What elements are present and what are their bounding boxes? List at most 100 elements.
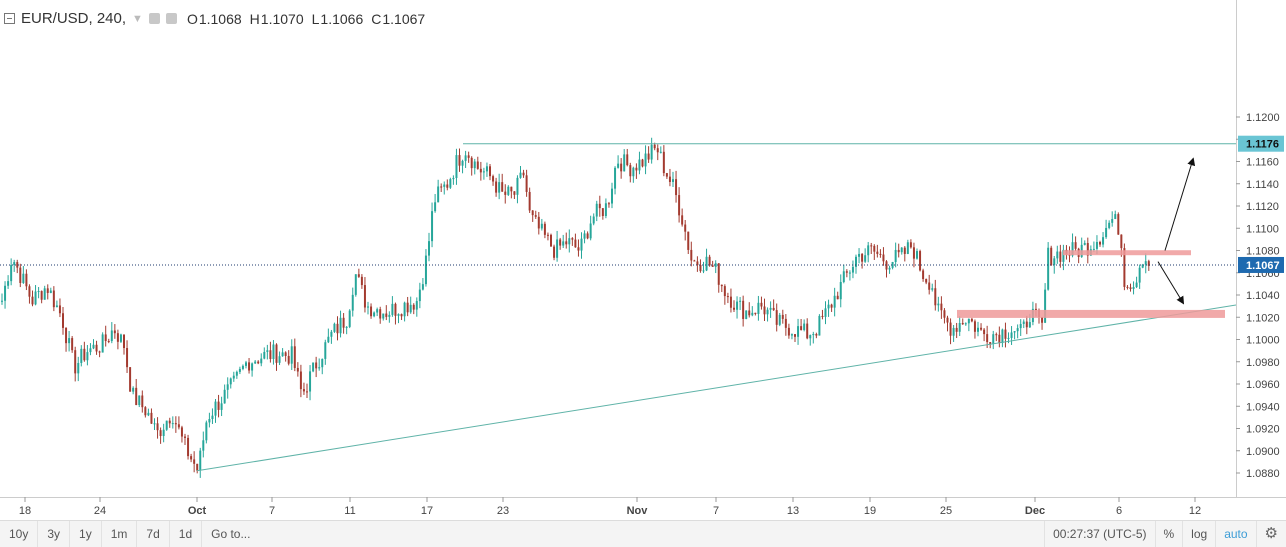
x-tick-label: 17 xyxy=(421,505,433,517)
candle-body xyxy=(184,436,186,438)
candle-body xyxy=(580,238,583,251)
candle-body xyxy=(260,358,263,364)
candle-body xyxy=(934,288,937,306)
candle-body xyxy=(217,401,220,410)
candle-body xyxy=(1074,242,1077,249)
y-tick-label: 1.1160 xyxy=(1246,157,1279,169)
candle-body xyxy=(830,304,833,308)
range-7d-button[interactable]: 7d xyxy=(137,521,170,547)
candle-body xyxy=(400,314,403,317)
y-tick-label: 1.1200 xyxy=(1246,112,1280,124)
candle-body xyxy=(113,330,116,334)
x-tick-label: 24 xyxy=(94,505,106,517)
support-zone[interactable] xyxy=(957,309,1225,318)
candle-body xyxy=(306,391,308,393)
candle-body xyxy=(949,322,952,336)
candle-body xyxy=(909,242,912,248)
candle-body xyxy=(1,300,3,302)
range-1d-button[interactable]: 1d xyxy=(170,521,203,547)
candle-body xyxy=(595,203,598,217)
candle-body xyxy=(388,314,391,317)
candle-body xyxy=(790,334,793,336)
candle-body xyxy=(1086,243,1089,256)
chevron-down-icon[interactable]: ▼ xyxy=(132,12,143,25)
candle-body xyxy=(977,327,979,332)
eye-icon[interactable] xyxy=(148,13,160,24)
goto-button[interactable]: Go to... xyxy=(211,527,251,541)
candle-body xyxy=(522,172,525,176)
symbol-label[interactable]: EUR/USD, 240, xyxy=(21,10,127,27)
candle-body xyxy=(641,159,644,167)
clock-display[interactable]: 00:27:37 (UTC-5) xyxy=(1044,521,1154,547)
up-arrow[interactable] xyxy=(1164,157,1196,251)
candle-body xyxy=(748,310,751,316)
candle-body xyxy=(165,420,168,430)
price-axis[interactable]: 1.0880 1.0900 1.0920 1.0940 1.0960 1.0980 1.10… xyxy=(1236,112,1284,480)
range-3y-button[interactable]: 3y xyxy=(38,521,71,547)
candle-body xyxy=(86,352,89,361)
x-tick-label: 13 xyxy=(787,505,799,517)
candle-body xyxy=(351,294,354,311)
candle-body xyxy=(800,326,803,330)
candle-body xyxy=(89,348,92,353)
candle-body xyxy=(659,151,662,153)
range-1y-button[interactable]: 1y xyxy=(70,521,102,547)
candle-body xyxy=(318,367,321,369)
candle-body xyxy=(34,291,37,305)
x-tick-label: 23 xyxy=(497,505,509,517)
candle-body xyxy=(110,330,113,342)
candle-body xyxy=(900,247,903,253)
range-10y-button[interactable]: 10y xyxy=(0,521,39,547)
ascending-trendline[interactable] xyxy=(196,304,1237,472)
candle-body xyxy=(272,344,275,359)
candle-body xyxy=(263,351,266,359)
candle-body xyxy=(226,384,229,390)
settings-icon[interactable] xyxy=(165,13,177,24)
candle-body xyxy=(885,261,888,270)
candle-body xyxy=(138,395,141,406)
candle-body xyxy=(123,334,125,349)
x-tick-label: 12 xyxy=(1189,505,1201,517)
resistance-zone[interactable] xyxy=(1063,250,1191,256)
candle-body xyxy=(733,307,735,310)
candle-body xyxy=(806,323,809,339)
ohlc-values: O1.1068 H1.1070 L1.1066 C1.1067 xyxy=(187,11,425,27)
down-arrow[interactable] xyxy=(1157,261,1185,305)
percent-toggle[interactable]: % xyxy=(1154,521,1183,547)
candle-body xyxy=(71,338,74,351)
candle-body xyxy=(794,334,796,337)
candle-body xyxy=(729,296,732,308)
candle-body xyxy=(964,323,967,325)
price-chart[interactable]: 1.0880 1.0900 1.0920 1.0940 1.0960 1.0980 1.10… xyxy=(0,0,1286,520)
candle-body xyxy=(312,362,315,372)
candle-body xyxy=(507,186,510,195)
auto-toggle[interactable]: auto xyxy=(1215,521,1255,547)
candle-body xyxy=(1095,241,1098,249)
candle-body xyxy=(467,155,470,158)
candle-body xyxy=(891,261,894,268)
candle-body xyxy=(116,333,119,342)
candle-body xyxy=(983,329,986,335)
current-price-label: 1.1067 xyxy=(1246,260,1280,272)
x-tick-label: 19 xyxy=(864,505,876,517)
candle-body xyxy=(415,301,418,310)
candle-body xyxy=(141,395,144,408)
candle-body xyxy=(787,327,790,336)
collapse-icon[interactable] xyxy=(4,13,15,24)
gear-icon[interactable]: ⚙ xyxy=(1255,521,1286,547)
candle-body xyxy=(650,144,653,160)
candle-body xyxy=(556,239,559,258)
candle-body xyxy=(925,279,928,283)
log-toggle[interactable]: log xyxy=(1182,521,1215,547)
candle-body xyxy=(678,195,681,216)
range-1m-button[interactable]: 1m xyxy=(102,521,138,547)
candle-body xyxy=(16,262,19,268)
y-tick-label: 1.0920 xyxy=(1246,424,1280,436)
candle-body xyxy=(431,211,434,242)
candle-body xyxy=(510,186,513,192)
time-axis[interactable]: 18 24 Oct 7 11 17 23 Nov 7 13 19 25 Dec 6 12 xyxy=(19,497,1201,517)
candle-body xyxy=(126,348,129,368)
candle-body xyxy=(174,423,177,425)
candle-body xyxy=(598,203,601,209)
candle-body xyxy=(223,389,226,404)
